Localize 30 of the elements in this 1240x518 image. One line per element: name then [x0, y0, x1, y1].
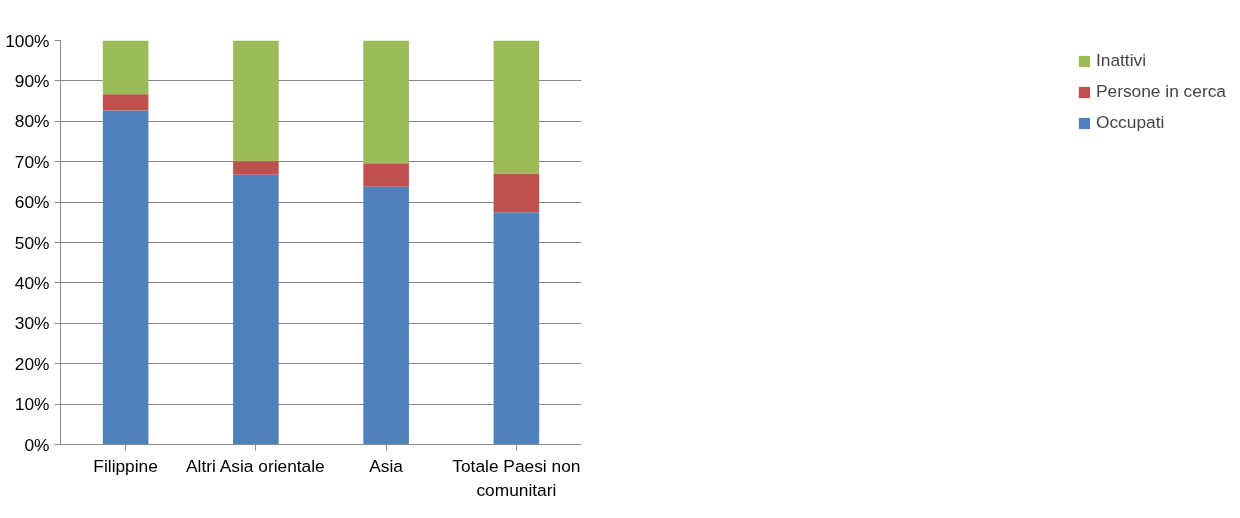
y-tick-label: 10% — [14, 394, 50, 415]
y-tick-label: 90% — [14, 70, 50, 91]
y-tick-label: 20% — [14, 353, 50, 374]
bar — [493, 212, 540, 445]
y-tick-label: 70% — [14, 151, 50, 172]
bar — [363, 163, 409, 187]
bar — [233, 174, 279, 445]
x-tick-label: Totale Paesi non comunitari — [452, 455, 581, 500]
bar — [102, 110, 149, 445]
y-tick-label: 50% — [14, 232, 50, 253]
bar — [363, 40, 409, 164]
legend-label: Occupati — [1095, 112, 1165, 133]
x-tick-label: Filippine — [93, 455, 158, 476]
legend-label: Inattivi — [1095, 50, 1147, 71]
y-tick-label: 80% — [14, 111, 50, 132]
y-tick-label: 100% — [5, 30, 50, 51]
y-tick-label: 60% — [14, 192, 50, 213]
bar — [102, 94, 149, 111]
bar — [493, 173, 540, 213]
x-tick-label: Altri Asia orientale — [186, 455, 325, 476]
legend-label: Persone in cerca — [1095, 81, 1226, 102]
x-tick-label: Asia — [369, 455, 404, 476]
y-tick-label: 30% — [14, 313, 50, 334]
y-tick-label: 40% — [14, 272, 50, 293]
y-tick-label: 0% — [24, 434, 50, 455]
bar — [102, 40, 149, 95]
bar — [493, 40, 540, 174]
bar — [233, 40, 279, 162]
bar — [233, 161, 279, 175]
bar — [363, 186, 409, 445]
